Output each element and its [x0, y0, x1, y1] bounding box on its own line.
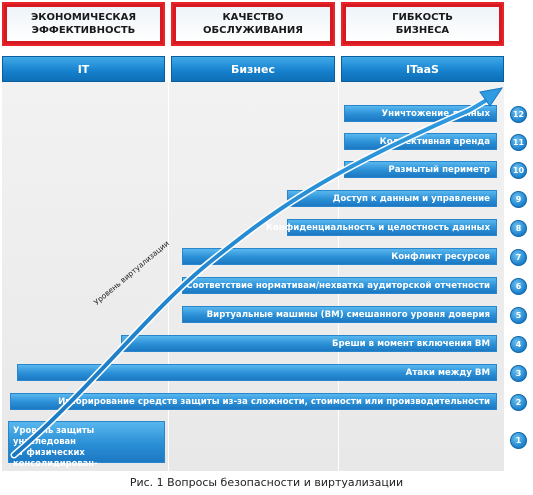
curve-line: [12, 96, 492, 457]
band-business: Бизнес: [171, 56, 335, 82]
level-bar-3: Атаки между ВМ: [17, 364, 497, 381]
header-label: КАЧЕСТВО ОБСЛУЖИВАНИЯ: [203, 12, 303, 36]
level-label: Конфликт ресурсов: [391, 251, 490, 262]
level-number-12: 12: [510, 106, 527, 123]
header-label: ЭКОНОМИЧЕСКАЯ ЭФФЕКТИВНОСТЬ: [30, 12, 137, 36]
level-number-8: 8: [510, 220, 527, 237]
level-label: Бреши в момент включения ВМ: [331, 338, 490, 349]
level-bar-7: Конфликт ресурсов: [182, 248, 497, 265]
band-itaas: ITaaS: [341, 56, 504, 82]
level-label: Виртуальные машины (ВМ) смешанного уровн…: [206, 309, 490, 320]
level-bar-9: Доступ к данным и управление: [287, 190, 497, 207]
header-business-flexibility: ГИБКОСТЬ БИЗНЕСА: [341, 2, 504, 46]
level-number-11: 11: [510, 134, 527, 151]
band-label: Бизнес: [230, 62, 276, 76]
level-bar-6: Соответствие нормативам/нехватка аудитор…: [182, 277, 497, 294]
level-label: Доступ к данным и управление: [332, 193, 490, 204]
figure-caption: Рис. 1 Вопросы безопасности и виртуализа…: [129, 476, 404, 489]
level-bar-8: Конфиденциальность и целостность данных: [266, 219, 497, 236]
level-number-text: 12: [512, 110, 525, 119]
level-number-text: 6: [515, 282, 522, 291]
level-number-10: 10: [510, 162, 527, 179]
band-label: ITaaS: [406, 62, 439, 76]
level-bar-2: Игнорирование средств защиты из-за сложн…: [10, 393, 497, 410]
arrowhead-icon: [479, 87, 504, 107]
level-number-9: 9: [510, 191, 527, 208]
level-bar-4: Бреши в момент включения ВМ: [121, 335, 497, 352]
level-number-2: 2: [510, 394, 527, 411]
level-number-text: 10: [512, 166, 525, 175]
level-label: Атаки между ВМ: [405, 367, 490, 378]
level-bar-1: Уровень защиты унаследован от физических…: [8, 421, 165, 479]
level-number-text: 5: [515, 311, 522, 320]
level-number-text: 4: [515, 340, 522, 349]
level-label: Размытый периметр: [388, 164, 490, 175]
level-number-4: 4: [510, 336, 527, 353]
level-number-text: 1: [515, 436, 522, 445]
column-separator: [168, 82, 169, 471]
level-number-text: 11: [512, 138, 525, 147]
header-label: ГИБКОСТЬ БИЗНЕСА: [392, 12, 453, 36]
level-number-text: 8: [515, 224, 522, 233]
column-separator: [338, 82, 339, 471]
level-number-3: 3: [510, 365, 527, 382]
curve-line: [10, 94, 494, 459]
band-it: IT: [2, 56, 165, 82]
level-number-6: 6: [510, 278, 527, 295]
header-service-quality: КАЧЕСТВО ОБСЛУЖИВАНИЯ: [171, 2, 335, 46]
level-number-5: 5: [510, 307, 527, 324]
level-label: Соответствие нормативам/нехватка аудитор…: [186, 280, 490, 291]
header-economic-efficiency: ЭКОНОМИЧЕСКАЯ ЭФФЕКТИВНОСТЬ: [2, 2, 165, 46]
level-number-text: 7: [515, 253, 522, 262]
level-label: Конфиденциальность и целостность данных: [265, 222, 490, 233]
level-number-7: 7: [510, 249, 527, 266]
level-number-1: 1: [510, 432, 527, 449]
level-number-text: 9: [515, 195, 522, 204]
level-bar-5: Виртуальные машины (ВМ) смешанного уровн…: [182, 306, 497, 323]
level-label: Игнорирование средств защиты из-за сложн…: [58, 396, 490, 407]
level-number-text: 2: [515, 398, 522, 407]
level-label: Коллективная аренда: [379, 136, 490, 147]
level-number-text: 3: [515, 369, 522, 378]
band-label: IT: [77, 62, 90, 76]
level-label: Уничтожение данных: [381, 108, 490, 119]
